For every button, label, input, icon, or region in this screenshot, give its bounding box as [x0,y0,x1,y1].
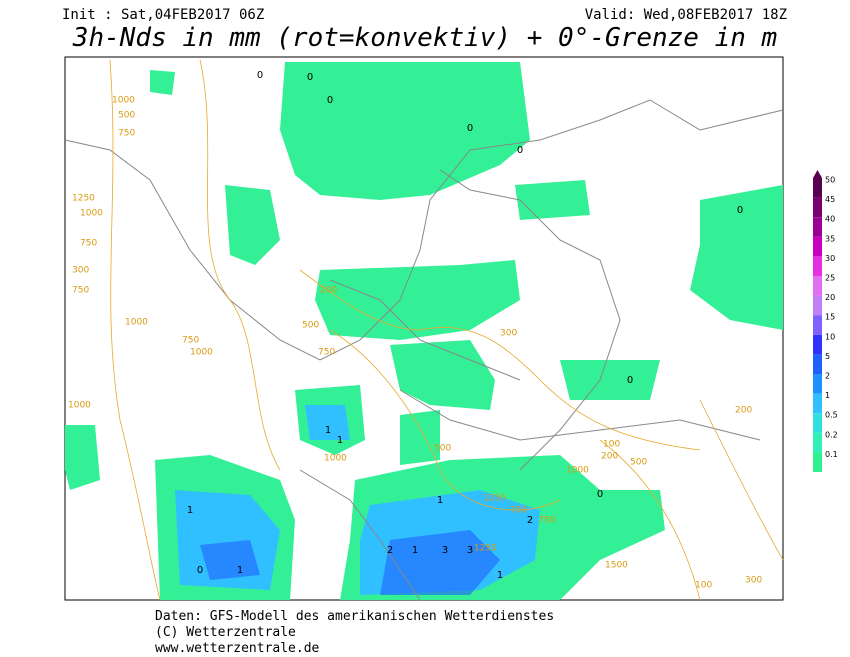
contour-label: 1250 [72,194,95,204]
footer-url: www.wetterzentrale.de [155,641,320,656]
colorbar-swatch [813,295,822,316]
contour-label: 1250 [483,494,506,504]
contour-label: 1000 [112,96,135,106]
map-labels: 1000500750125010007503007501000750100010… [68,70,762,591]
colorbar-label: 2 [825,372,830,381]
precip-value: 1 [325,425,331,436]
precip-value: 2 [527,515,533,526]
precip-value: 2 [387,545,393,556]
contour-label: 750 [538,516,555,526]
colorbar-label: 35 [825,234,835,243]
precip-value: 1 [497,570,503,581]
contour-label: 200 [601,452,618,462]
precip-value: 1 [412,545,418,556]
contour-label: 500 [118,111,135,121]
contour-label: 500 [434,444,451,454]
freezing-contours [109,59,784,601]
contour-label: 500 [630,458,647,468]
colorbar-swatch [813,276,822,296]
colorbar-swatch [813,393,822,414]
precip-value: 3 [467,545,473,556]
contour-label: 750 [318,348,335,358]
contour-label: 200 [735,406,752,416]
contour-label: 750 [182,336,199,346]
colorbar-swatch [813,197,822,218]
init-time: Init : Sat,04FEB2017 06Z [62,7,264,23]
contour-label: 200 [320,286,337,296]
colorbar-label: 1 [825,391,830,400]
colorbar-tip [813,170,822,178]
contour-label: 1000 [324,454,347,464]
contour-label: 300 [500,329,517,339]
colorbar-label: 40 [825,215,835,224]
contour-label: 100 [603,440,620,450]
map-title: 3h-Nds in mm (rot=konvektiv) + 0°-Grenze… [72,23,777,53]
colorbar-label: 30 [825,254,835,263]
coastlines [64,99,784,601]
precip-value: 1 [237,565,243,576]
contour-label: 100 [695,581,712,591]
precip-value: 1 [337,435,343,446]
colorbar-label: 0.1 [825,450,838,459]
contour-label: 300 [745,576,762,586]
colorbar-swatch [813,374,822,394]
precip-value: 0 [597,489,603,500]
colorbar-swatch [813,256,822,276]
map-area [64,56,784,601]
footer-source: Daten: GFS-Modell des amerikanischen Wet… [155,609,554,624]
contour-label: 1000 [566,466,589,476]
colorbar-label: 5 [825,352,830,361]
precip-value: 1 [187,505,193,516]
colorbar-label: 10 [825,332,835,341]
precip-value: 3 [442,545,448,556]
colorbar-label: 25 [825,274,835,283]
precip-value: 0 [467,123,473,134]
contour-label: 1500 [605,561,628,571]
colorbar-swatch [813,452,822,472]
precip-value: 0 [517,145,523,156]
colorbar-swatch [813,334,822,355]
contour-label: 1000 [80,209,103,219]
colorbar-label: 15 [825,313,835,322]
colorbar-swatch [813,413,822,433]
contour-label: 1000 [190,348,213,358]
contour-label: 1000 [125,318,148,328]
colorbar: 50 45 40 35 30 25 20 15 10 5 2 1 0.5 0.2 0.1 [813,170,838,472]
colorbar-label: 45 [825,195,835,204]
contour-label: 300 [72,266,89,276]
colorbar-label: 0.2 [825,430,838,439]
valid-time: Valid: Wed,08FEB2017 18Z [585,7,787,23]
contour-label: 1250 [474,544,497,554]
colorbar-swatch [813,354,822,374]
colorbar-label: 0.5 [825,411,838,420]
contour-label: 500 [302,321,319,331]
colorbar-swatch [813,217,822,237]
colorbar-label: 50 [825,176,835,185]
contour-label: 750 [510,506,527,516]
precip-value: 1 [437,495,443,506]
colorbar-swatch [813,432,822,453]
precip-value: 0 [327,95,333,106]
contour-label: 1000 [68,401,91,411]
colorbar-swatch [813,315,822,335]
precip-value: 0 [627,375,633,386]
colorbar-label: 20 [825,293,835,302]
colorbar-swatch [813,178,822,198]
precip-value: 0 [197,565,203,576]
precip-value: 0 [737,205,743,216]
precip-heavy [200,530,500,595]
contour-label: 750 [72,286,89,296]
precip-value: 0 [257,70,263,81]
footer-copyright: (C) Wetterzentrale [155,625,296,640]
precip-value: 0 [307,72,313,83]
contour-label: 750 [80,239,97,249]
colorbar-swatch [813,236,822,257]
contour-label: 750 [118,129,135,139]
